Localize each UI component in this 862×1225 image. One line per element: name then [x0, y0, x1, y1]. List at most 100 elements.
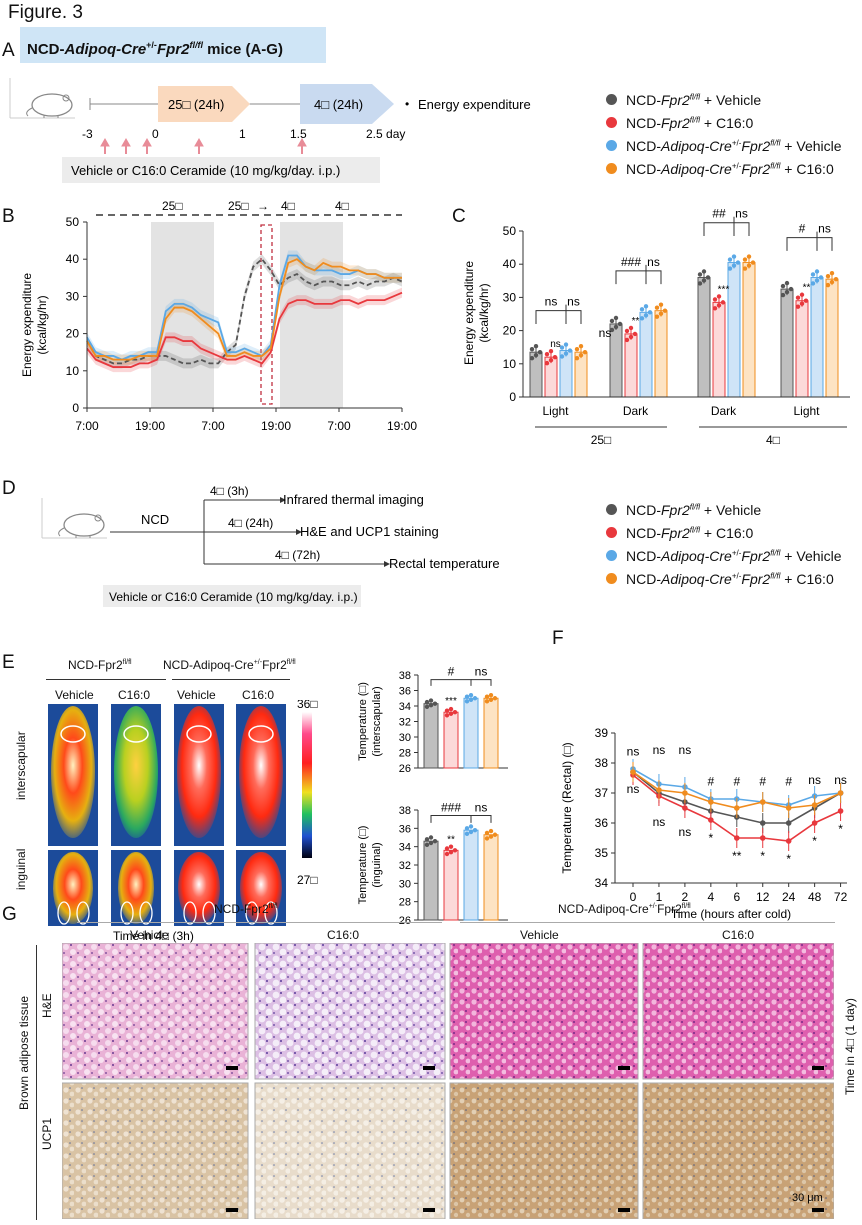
data-point	[484, 836, 490, 841]
data-point	[829, 279, 835, 285]
top-annotation: ns	[834, 773, 847, 787]
temp-label: 25□	[228, 199, 249, 213]
x-tick-label: Dark	[711, 404, 737, 418]
legend-gene: Fpr2	[661, 114, 690, 131]
he-image	[254, 942, 446, 1080]
data-point	[658, 302, 664, 307]
data-point	[759, 799, 766, 805]
data-point	[492, 696, 498, 701]
arrow-25c	[158, 86, 250, 122]
bar	[624, 333, 638, 398]
y-label: Energy expenditure	[462, 261, 476, 365]
below-annotation: ns	[627, 782, 640, 796]
data-point	[837, 808, 844, 814]
tick-label: 0	[152, 127, 159, 141]
bar-ns-label: ns	[599, 326, 612, 340]
data-point	[472, 827, 478, 833]
mouse-heat	[51, 706, 95, 838]
bracket-label: ###	[441, 801, 461, 815]
data-point	[609, 318, 615, 324]
y-tick-label: 10	[66, 364, 80, 378]
legend-sup: fl/fl	[689, 524, 701, 534]
endpoint-label: H&E and UCP1 staining	[300, 524, 439, 539]
treatment-label: Vehicle or C16:0 Ceramide (10 mg/kg/day.…	[109, 590, 358, 604]
legend-gene2: Fpr2	[741, 570, 771, 587]
bracket-label: ns	[735, 207, 748, 221]
treatment-box	[62, 157, 380, 183]
time-label: 4□ (72h)	[275, 548, 320, 562]
legend-sup2: fl/fl	[770, 160, 781, 170]
panel-label-d: D	[2, 478, 16, 499]
bracket	[615, 270, 647, 285]
data-point	[488, 692, 494, 698]
panel-a-banner: NCD-Adipoq-Cre+/-Fpr2fl/fl mice (A-G)	[20, 27, 326, 63]
x-label: Time (hours after cold)	[671, 907, 791, 921]
col-label: Vehicle	[520, 928, 559, 942]
y-tick-label: 26	[399, 763, 411, 775]
legend-sup2: fl/fl	[770, 547, 781, 557]
legend-item-c16: NCD-Fpr2fl/fl + C16:0	[606, 111, 842, 134]
data-point	[464, 694, 470, 699]
data-point	[424, 699, 430, 705]
bar	[423, 840, 439, 921]
legend-gene: Adipoq-Cre	[661, 547, 732, 564]
data-point	[785, 805, 792, 811]
dark-phase-shade	[151, 222, 214, 408]
e-group1-label: NCD-Fpr2fl/fl	[68, 658, 132, 672]
data-point	[658, 311, 664, 316]
chart-b: 25□ 25□ → 4□ 4□ 0 10 20 30 40 50 7:00 19:00 7:00…	[20, 199, 417, 433]
data-point	[444, 713, 450, 718]
significance-label: ***	[718, 284, 730, 295]
legend-mid: NCD-Fpr2fl/fl + Vehicle NCD-Fpr2fl/fl + …	[606, 498, 842, 590]
time-label: Time in 4□ (1 day)	[843, 998, 857, 1095]
data-point	[548, 348, 554, 354]
col-label: Vehicle	[177, 688, 216, 702]
he-image	[642, 942, 835, 1080]
legend-prefix: NCD-	[626, 137, 661, 154]
data-point	[624, 328, 630, 334]
data-point	[448, 706, 454, 712]
legend-suffix: + Vehicle	[700, 91, 762, 108]
bar	[463, 829, 479, 921]
group-sup: +/-	[253, 659, 263, 666]
tissue-bar	[36, 945, 37, 1220]
star-annotation: *	[709, 831, 714, 845]
data-point	[825, 282, 831, 288]
data-point	[464, 826, 470, 831]
data-point	[784, 289, 790, 295]
data-point	[746, 254, 752, 259]
highlight-box	[260, 224, 273, 405]
x-tick-label: 0	[630, 890, 637, 904]
star-annotation: *	[786, 852, 791, 866]
x-tick-label: 6	[733, 890, 740, 904]
y-tick-label: 0	[72, 401, 79, 415]
time-label: 4□ (3h)	[210, 484, 249, 498]
scale-bar	[226, 1066, 238, 1070]
legend-gene: Fpr2	[661, 524, 690, 541]
legend-gene: Fpr2	[661, 91, 690, 108]
bar	[423, 703, 439, 769]
group-gene: Fpr2	[262, 658, 287, 672]
data-point	[742, 257, 748, 262]
legend-dot	[606, 117, 617, 128]
group-sup: fl/fl	[268, 903, 278, 910]
y-label: (interscapular)	[371, 686, 383, 756]
data-point	[448, 711, 454, 716]
tick-label: 2.5 day	[366, 127, 405, 141]
data-point	[654, 305, 660, 310]
data-point	[544, 351, 550, 357]
data-point	[529, 346, 535, 352]
mouse-heat	[114, 706, 158, 838]
bullet: •	[405, 97, 409, 111]
y-label: Energy expenditure	[20, 273, 34, 377]
data-point	[712, 306, 718, 311]
x-tick-label: 48	[808, 890, 822, 904]
banner-prefix: NCD-	[27, 41, 65, 58]
y-label: Temperature (Rectal) (□)	[560, 742, 574, 873]
e-group2-label: NCD-Adipoq-Cre+/-Fpr2fl/fl	[163, 658, 296, 672]
data-point	[613, 324, 619, 330]
panel-label-f: F	[552, 628, 564, 649]
data-point	[428, 835, 434, 840]
y-label: (kcal/kg/hr)	[35, 295, 49, 354]
roi-circle	[245, 901, 259, 925]
